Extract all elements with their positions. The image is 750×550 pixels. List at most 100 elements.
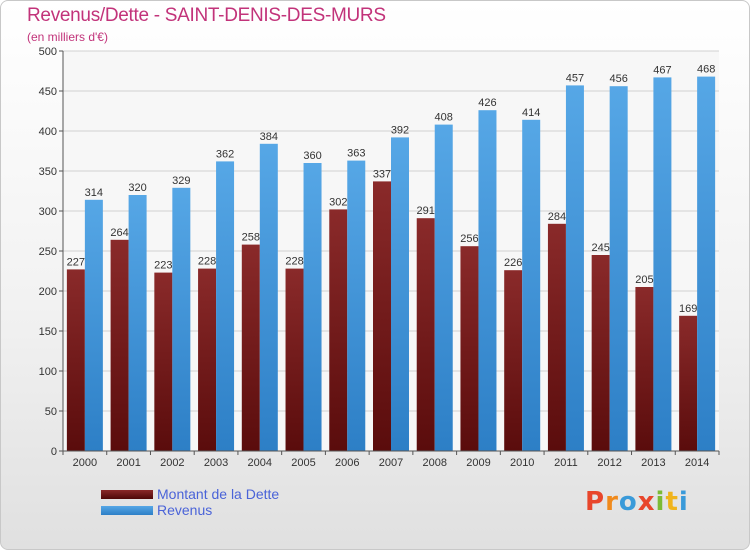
bar-dette: [373, 181, 391, 451]
bar-dette: [110, 239, 129, 451]
value-label-revenus: 426: [478, 97, 496, 109]
x-tick-label: 2008: [422, 457, 446, 469]
bar-dette: [416, 218, 435, 451]
y-tick-label: 350: [39, 166, 57, 178]
legend-label-dette: Montant de la Dette: [157, 486, 280, 502]
bar-revenus: [478, 110, 497, 451]
logo-letter: P: [585, 487, 606, 517]
bar-revenus: [565, 85, 584, 452]
x-tick-label: 2002: [160, 457, 184, 469]
logo-letter: i: [678, 487, 689, 517]
chart-subtitle: (en milliers d'€): [27, 30, 108, 44]
y-tick-label: 400: [39, 126, 57, 138]
value-label-revenus: 360: [303, 150, 321, 162]
value-label-dette: 264: [110, 227, 128, 239]
value-label-revenus: 320: [128, 182, 146, 194]
x-tick-label: 2009: [466, 457, 490, 469]
bar-dette: [679, 315, 698, 451]
y-tick-label: 450: [39, 86, 57, 98]
value-label-dette: 284: [548, 211, 566, 223]
value-label-revenus: 363: [347, 148, 365, 160]
bar-revenus: [216, 161, 235, 451]
bar-dette: [154, 272, 173, 451]
value-label-dette: 256: [460, 233, 478, 245]
value-label-dette: 291: [417, 205, 435, 217]
value-label-dette: 227: [67, 256, 85, 268]
legend-swatch-dette: [101, 489, 153, 499]
bar-dette: [504, 270, 523, 451]
value-label-revenus: 468: [697, 64, 715, 76]
logo-letter: x: [637, 487, 656, 517]
bars: [66, 76, 716, 452]
bar-revenus: [522, 119, 541, 452]
bar-dette: [198, 268, 217, 451]
value-label-revenus: 408: [435, 112, 453, 124]
x-tick-label: 2007: [379, 457, 403, 469]
bar-revenus: [84, 199, 103, 451]
x-tick-label: 2012: [597, 457, 621, 469]
bar-dette: [329, 209, 348, 451]
value-label-revenus: 384: [260, 131, 278, 143]
bar-revenus: [128, 195, 147, 451]
bar-revenus: [259, 143, 278, 452]
bar-revenus: [347, 160, 366, 451]
y-tick-label: 0: [51, 446, 57, 458]
legend-swatch-revenus: [101, 505, 153, 515]
bar-revenus: [172, 187, 191, 452]
x-tick-label: 2004: [248, 457, 272, 469]
x-tick-label: 2011: [554, 457, 578, 469]
logo-letter: t: [665, 487, 679, 517]
value-label-revenus: 467: [653, 64, 671, 76]
x-tick-label: 2001: [116, 457, 140, 469]
proxiti-logo: Proxiti: [585, 487, 689, 517]
bar-dette: [285, 268, 304, 451]
value-label-revenus: 414: [522, 107, 540, 119]
value-label-dette: 258: [242, 232, 260, 244]
x-tick-label: 2005: [291, 457, 315, 469]
value-label-dette: 228: [285, 256, 303, 268]
value-label-revenus: 457: [566, 72, 584, 84]
y-tick-label: 100: [39, 366, 57, 378]
y-tick-label: 200: [39, 286, 57, 298]
logo-letter: o: [618, 487, 638, 517]
x-tick-label: 2013: [641, 457, 665, 469]
bar-dette: [241, 244, 260, 451]
bar-revenus: [391, 137, 409, 451]
y-tick-label: 150: [39, 326, 57, 338]
value-label-revenus: 392: [391, 124, 409, 136]
legend: Montant de la Dette Revenus: [101, 486, 279, 518]
value-label-dette: 228: [198, 256, 216, 268]
value-label-revenus: 362: [216, 148, 234, 160]
x-tick-label: 2014: [685, 457, 709, 469]
bar-revenus: [303, 163, 322, 451]
x-tick-label: 2006: [335, 457, 359, 469]
axes: 0 50 100 150 200 250 300 350 400 450 500 2000 2001 20…: [39, 46, 720, 469]
legend-item-dette: Montant de la Dette: [101, 486, 279, 502]
value-label-revenus: 456: [609, 73, 627, 85]
bar-dette: [547, 223, 566, 451]
x-tick-label: 2000: [73, 457, 97, 469]
chart-title: Revenus/Dette - SAINT-DENIS-DES-MURS: [27, 5, 386, 26]
y-tick-label: 500: [39, 46, 57, 58]
bar-revenus: [434, 124, 453, 451]
bar-dette: [460, 246, 479, 451]
value-label-revenus: 329: [172, 175, 190, 187]
legend-item-revenus: Revenus: [101, 502, 279, 518]
value-labels: 227 314 264 320 223 329 228 362 258 384 228 360 302 3…: [67, 64, 716, 315]
bar-dette: [635, 287, 654, 451]
y-tick-label: 300: [39, 206, 57, 218]
logo-letter: r: [605, 487, 619, 517]
value-label-dette: 245: [591, 242, 609, 254]
value-label-revenus: 314: [85, 187, 103, 199]
y-tick-label: 50: [45, 406, 57, 418]
value-label-dette: 337: [373, 168, 391, 180]
value-label-dette: 223: [154, 260, 172, 272]
bar-revenus: [697, 76, 716, 451]
bar-revenus: [653, 77, 672, 452]
x-tick-label: 2010: [510, 457, 534, 469]
bar-dette: [591, 255, 610, 451]
value-label-dette: 205: [635, 274, 653, 286]
value-label-dette: 302: [329, 196, 347, 208]
logo-letter: i: [655, 487, 666, 517]
